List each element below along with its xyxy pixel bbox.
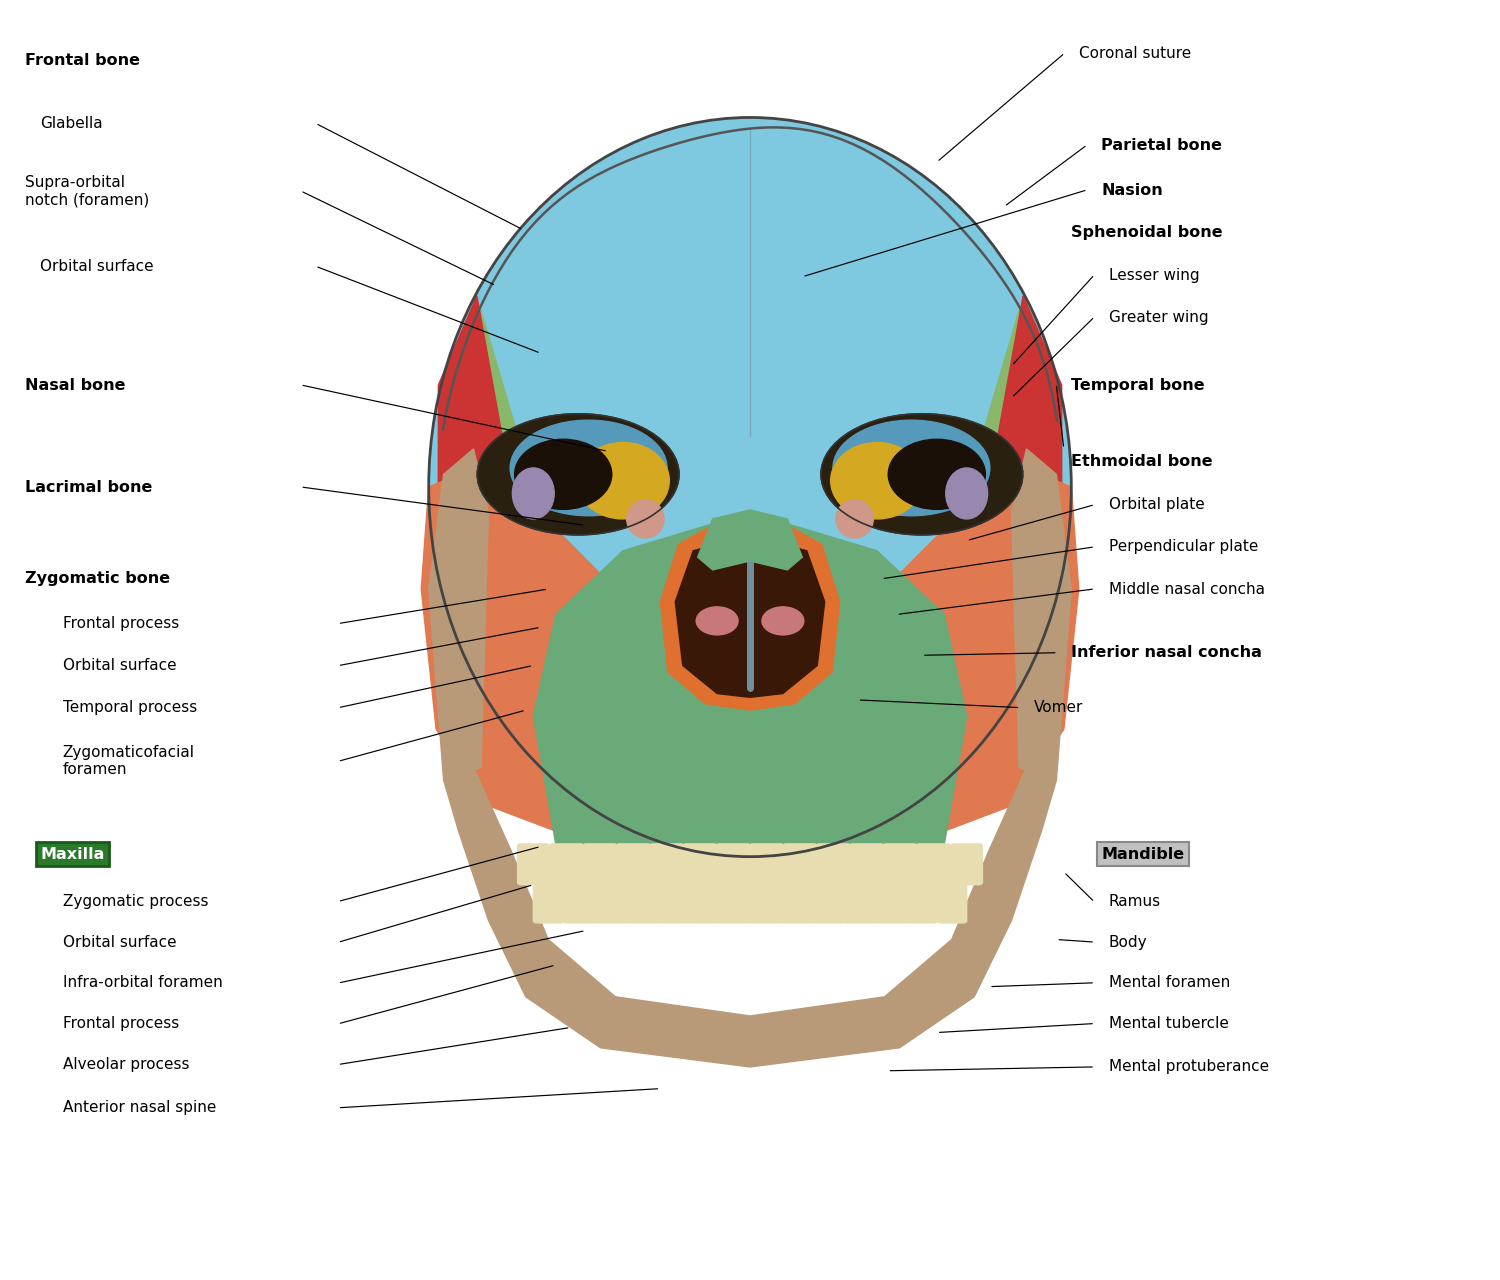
- Text: Frontal process: Frontal process: [63, 1016, 178, 1032]
- Text: Orbital surface: Orbital surface: [63, 658, 176, 673]
- FancyBboxPatch shape: [716, 844, 750, 884]
- FancyBboxPatch shape: [534, 884, 562, 923]
- Polygon shape: [438, 307, 696, 840]
- Ellipse shape: [576, 443, 669, 518]
- Text: Temporal bone: Temporal bone: [1071, 378, 1204, 393]
- FancyBboxPatch shape: [718, 884, 752, 923]
- Ellipse shape: [696, 607, 738, 635]
- Ellipse shape: [513, 468, 554, 518]
- Text: Mental tubercle: Mental tubercle: [1108, 1016, 1228, 1032]
- Text: Sphenoidal bone: Sphenoidal bone: [1071, 225, 1222, 239]
- FancyBboxPatch shape: [873, 884, 906, 923]
- Text: Ethmoidal bone: Ethmoidal bone: [1071, 454, 1214, 468]
- FancyBboxPatch shape: [518, 844, 549, 884]
- Text: Anterior nasal spine: Anterior nasal spine: [63, 1101, 216, 1115]
- Text: Zygomatic bone: Zygomatic bone: [26, 571, 171, 586]
- Text: Lacrimal bone: Lacrimal bone: [26, 480, 153, 494]
- Polygon shape: [675, 535, 825, 698]
- Text: Nasion: Nasion: [1101, 183, 1162, 197]
- FancyBboxPatch shape: [594, 884, 627, 923]
- Ellipse shape: [510, 420, 668, 516]
- Ellipse shape: [821, 413, 1023, 535]
- Ellipse shape: [833, 420, 990, 516]
- Text: Body: Body: [1108, 934, 1148, 950]
- Text: Ramus: Ramus: [1108, 893, 1161, 909]
- FancyBboxPatch shape: [562, 884, 596, 923]
- FancyBboxPatch shape: [682, 844, 717, 884]
- Text: Infra-orbital foramen: Infra-orbital foramen: [63, 975, 222, 991]
- Text: Mental foramen: Mental foramen: [1108, 975, 1230, 991]
- Polygon shape: [660, 518, 840, 710]
- Polygon shape: [534, 512, 966, 920]
- FancyBboxPatch shape: [549, 844, 584, 884]
- Polygon shape: [1011, 449, 1071, 781]
- FancyBboxPatch shape: [904, 884, 938, 923]
- Text: Greater wing: Greater wing: [1108, 310, 1209, 325]
- FancyBboxPatch shape: [616, 844, 651, 884]
- FancyBboxPatch shape: [780, 884, 813, 923]
- Text: Nasal bone: Nasal bone: [26, 378, 126, 393]
- Polygon shape: [444, 768, 1056, 1068]
- Text: Zygomatic process: Zygomatic process: [63, 893, 208, 909]
- Text: Perpendicular plate: Perpendicular plate: [1108, 539, 1258, 554]
- FancyBboxPatch shape: [687, 884, 720, 923]
- Text: Mandible: Mandible: [1101, 846, 1185, 861]
- Ellipse shape: [888, 439, 986, 509]
- FancyBboxPatch shape: [650, 844, 684, 884]
- Polygon shape: [422, 462, 645, 831]
- Text: Orbital surface: Orbital surface: [63, 934, 176, 950]
- FancyBboxPatch shape: [938, 884, 966, 923]
- Text: Middle nasal concha: Middle nasal concha: [1108, 581, 1264, 596]
- Text: Mental protuberance: Mental protuberance: [1108, 1060, 1269, 1074]
- Text: Orbital plate: Orbital plate: [1108, 498, 1204, 512]
- FancyBboxPatch shape: [783, 844, 818, 884]
- Polygon shape: [429, 449, 489, 781]
- Text: Lesser wing: Lesser wing: [1108, 268, 1200, 283]
- FancyBboxPatch shape: [884, 844, 916, 884]
- Text: Maxilla: Maxilla: [40, 846, 105, 861]
- FancyBboxPatch shape: [812, 884, 844, 923]
- Polygon shape: [992, 296, 1062, 614]
- FancyBboxPatch shape: [750, 844, 784, 884]
- FancyBboxPatch shape: [916, 844, 951, 884]
- Ellipse shape: [762, 607, 804, 635]
- FancyBboxPatch shape: [849, 844, 883, 884]
- Text: Glabella: Glabella: [40, 116, 104, 132]
- FancyBboxPatch shape: [842, 884, 874, 923]
- Text: Orbital surface: Orbital surface: [40, 259, 154, 274]
- Text: Frontal process: Frontal process: [63, 616, 178, 631]
- Ellipse shape: [836, 499, 873, 538]
- Ellipse shape: [477, 413, 680, 535]
- Text: Vomer: Vomer: [1034, 700, 1083, 716]
- FancyBboxPatch shape: [816, 844, 850, 884]
- Polygon shape: [698, 509, 802, 570]
- Ellipse shape: [627, 499, 664, 538]
- Ellipse shape: [946, 468, 987, 518]
- Polygon shape: [438, 296, 509, 614]
- Ellipse shape: [514, 439, 612, 509]
- Text: Inferior nasal concha: Inferior nasal concha: [1071, 645, 1262, 660]
- Text: Parietal bone: Parietal bone: [1101, 138, 1222, 154]
- Text: Frontal bone: Frontal bone: [26, 52, 140, 68]
- Text: Zygomaticofacial
foramen: Zygomaticofacial foramen: [63, 745, 195, 777]
- Polygon shape: [855, 462, 1078, 831]
- Ellipse shape: [429, 118, 1071, 856]
- FancyBboxPatch shape: [626, 884, 658, 923]
- Text: Supra-orbital
notch (foramen): Supra-orbital notch (foramen): [26, 175, 150, 207]
- Text: Alveolar process: Alveolar process: [63, 1057, 189, 1071]
- FancyBboxPatch shape: [584, 844, 616, 884]
- FancyBboxPatch shape: [748, 884, 782, 923]
- Polygon shape: [804, 307, 1062, 840]
- Ellipse shape: [831, 443, 924, 518]
- Text: Coronal suture: Coronal suture: [1078, 46, 1191, 61]
- Text: Temporal process: Temporal process: [63, 700, 196, 716]
- FancyBboxPatch shape: [951, 844, 982, 884]
- FancyBboxPatch shape: [656, 884, 688, 923]
